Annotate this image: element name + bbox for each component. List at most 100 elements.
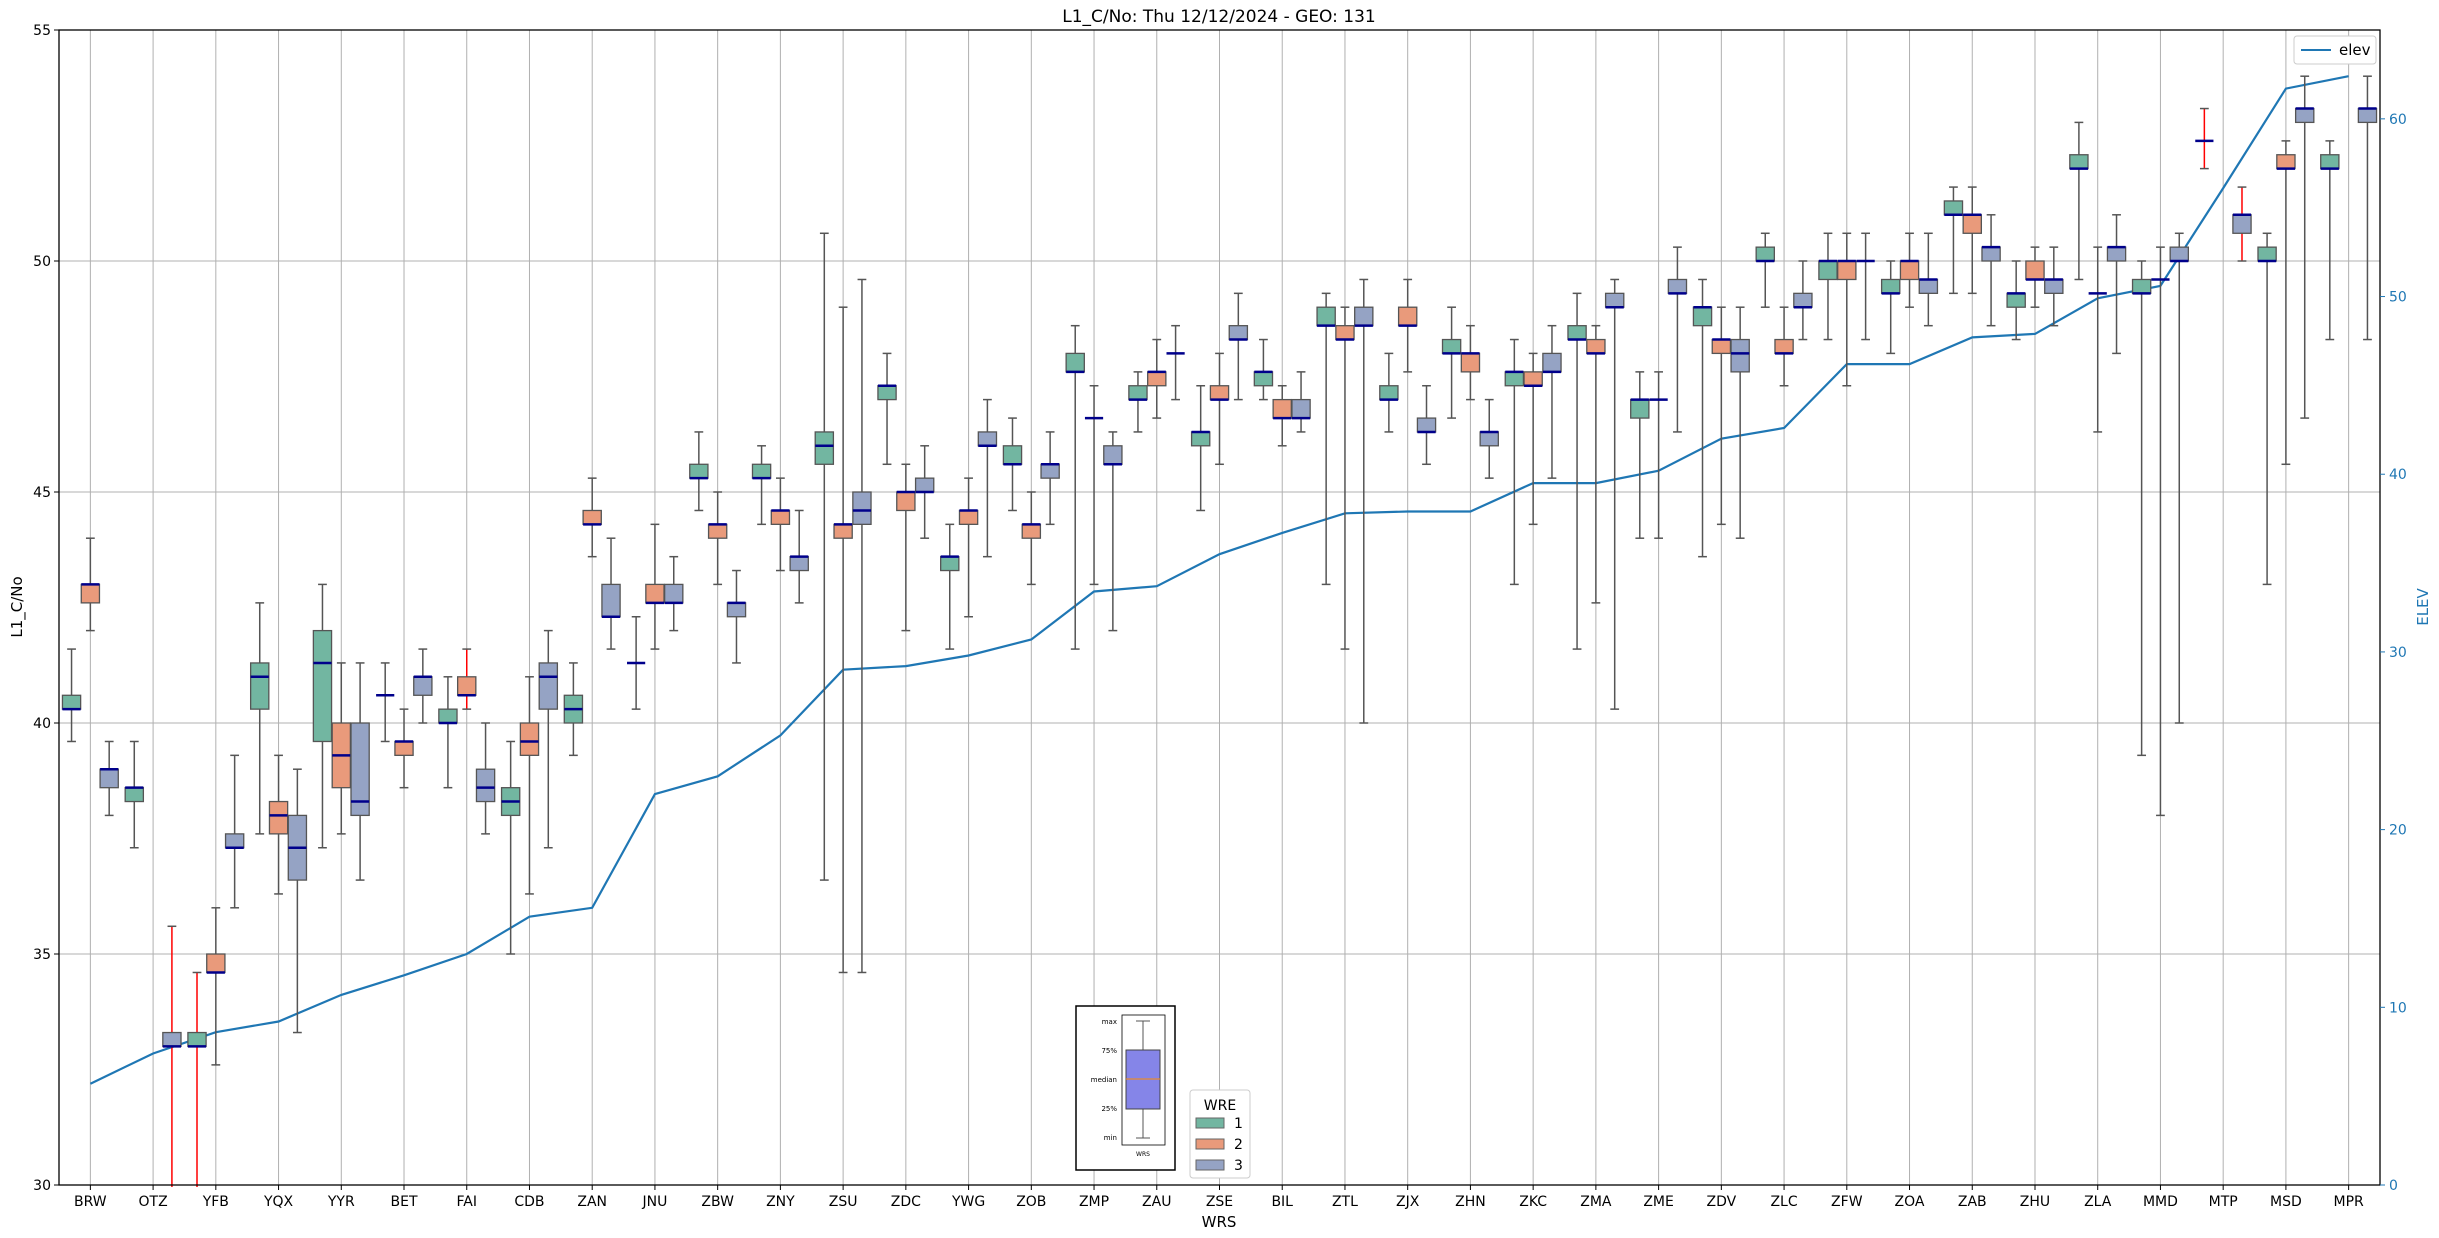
wre-legend-label-2: 2 — [1234, 1137, 1243, 1153]
box — [1542, 352, 1562, 373]
box — [61, 694, 82, 710]
box-wre-2 — [2151, 246, 2170, 817]
box — [1755, 246, 1775, 262]
y2-tick-label: 30 — [2389, 645, 2407, 661]
box-wre-2 — [1837, 232, 1857, 387]
box — [99, 768, 119, 789]
box — [1880, 278, 1901, 294]
box-wre-3 — [1667, 246, 1688, 433]
x-tick-label: ZTL — [1332, 1194, 1358, 1210]
box-wre-3 — [1291, 371, 1311, 433]
box — [456, 676, 477, 696]
box-wre-1 — [1128, 371, 1148, 433]
box-wre-1 — [2195, 107, 2214, 170]
y-tick-label: 55 — [33, 23, 51, 39]
box-wre-1 — [814, 232, 835, 881]
y-axis-label: L1_C/No — [8, 576, 27, 637]
box — [770, 509, 791, 525]
y2-tick-label: 40 — [2389, 467, 2407, 483]
box-wre-2 — [1084, 384, 1104, 586]
x-tick-label: ZBW — [701, 1194, 734, 1210]
box-wre-1 — [2257, 232, 2277, 586]
box-wre-1 — [2069, 121, 2089, 281]
y-tick-label: 50 — [33, 254, 51, 270]
box — [1065, 352, 1085, 373]
box — [206, 953, 226, 974]
box-wre-2 — [1460, 324, 1481, 401]
box — [707, 523, 728, 539]
box-wre-3 — [1040, 431, 1060, 526]
box-wre-1 — [1943, 186, 1964, 295]
x-tick-label: ZKC — [1519, 1194, 1547, 1210]
box-wre-3 — [1604, 278, 1625, 710]
box-wre-1 — [1630, 371, 1650, 539]
box-wre-2 — [80, 537, 101, 632]
box-wre-3 — [1166, 324, 1185, 401]
box — [1730, 338, 1750, 373]
x-tick-label: ZLA — [2084, 1194, 2112, 1210]
box-wre-1 — [1253, 338, 1274, 401]
box-wre-1 — [1190, 384, 1211, 512]
x-tick-label: ZOB — [1016, 1194, 1046, 1210]
wre-legend-label-3: 3 — [1234, 1158, 1243, 1174]
x-tick-label: ZHN — [1455, 1194, 1486, 1210]
box — [645, 583, 665, 604]
box — [1379, 385, 1399, 401]
box — [438, 708, 458, 724]
box-wre-3 — [538, 629, 559, 849]
box — [1253, 371, 1274, 387]
x-tick-label: ZLC — [1770, 1194, 1797, 1210]
box-wre-1 — [2320, 140, 2340, 341]
box-wre-3 — [601, 537, 621, 650]
box-wre-2 — [1774, 306, 1794, 387]
box-wre-3 — [99, 740, 119, 817]
box — [268, 800, 289, 835]
box — [751, 463, 772, 479]
box-wre-3 — [1103, 431, 1123, 632]
box — [2232, 214, 2252, 234]
key-label-max: max — [1102, 1018, 1117, 1026]
box-wre-2 — [645, 523, 665, 650]
box — [162, 1031, 182, 1048]
box-wre-3 — [350, 662, 370, 881]
x-tick-label: ZME — [1643, 1194, 1674, 1210]
box — [896, 491, 916, 512]
box — [1460, 352, 1481, 373]
x-tick-label: ZSE — [1206, 1194, 1233, 1210]
box — [2044, 278, 2064, 294]
box — [1316, 306, 1336, 327]
x-tick-label: ZAU — [1142, 1194, 1171, 1210]
box-wre-1 — [249, 602, 270, 835]
box-wre-3 — [2232, 186, 2252, 262]
x-tick-label: YYR — [327, 1194, 355, 1210]
x-tick-label: BET — [391, 1194, 418, 1210]
box — [940, 556, 960, 572]
box — [1021, 523, 1042, 539]
box-wre-2 — [1962, 186, 1983, 295]
elev-legend-label: elev — [2339, 41, 2371, 59]
box-wre-3 — [475, 722, 496, 835]
x-tick-label: ZDC — [891, 1194, 921, 1210]
box-wre-2 — [707, 491, 728, 586]
x-tick-label: ZHU — [2020, 1194, 2050, 1210]
box — [1586, 338, 1606, 355]
box — [789, 556, 809, 572]
box-wre-3 — [977, 398, 998, 558]
box — [814, 431, 835, 465]
box — [1190, 431, 1211, 447]
box — [1943, 200, 1964, 216]
box — [1228, 325, 1249, 341]
box-wre-2 — [958, 477, 979, 618]
box-wre-1 — [1316, 292, 1336, 586]
box — [413, 676, 433, 696]
wre-legend: WRE 1 2 3 — [1189, 1089, 1251, 1179]
box-wre-3 — [1228, 292, 1249, 401]
box-wre-2 — [770, 477, 791, 572]
box-wre-2 — [2276, 140, 2296, 466]
box-wre-1 — [312, 583, 333, 849]
box-wre-1 — [751, 445, 772, 526]
box-wre-1 — [627, 615, 646, 710]
box-wre-1 — [1880, 260, 1901, 355]
y2-tick-label: 10 — [2389, 1000, 2407, 1016]
box-wre-3 — [1856, 232, 1875, 341]
